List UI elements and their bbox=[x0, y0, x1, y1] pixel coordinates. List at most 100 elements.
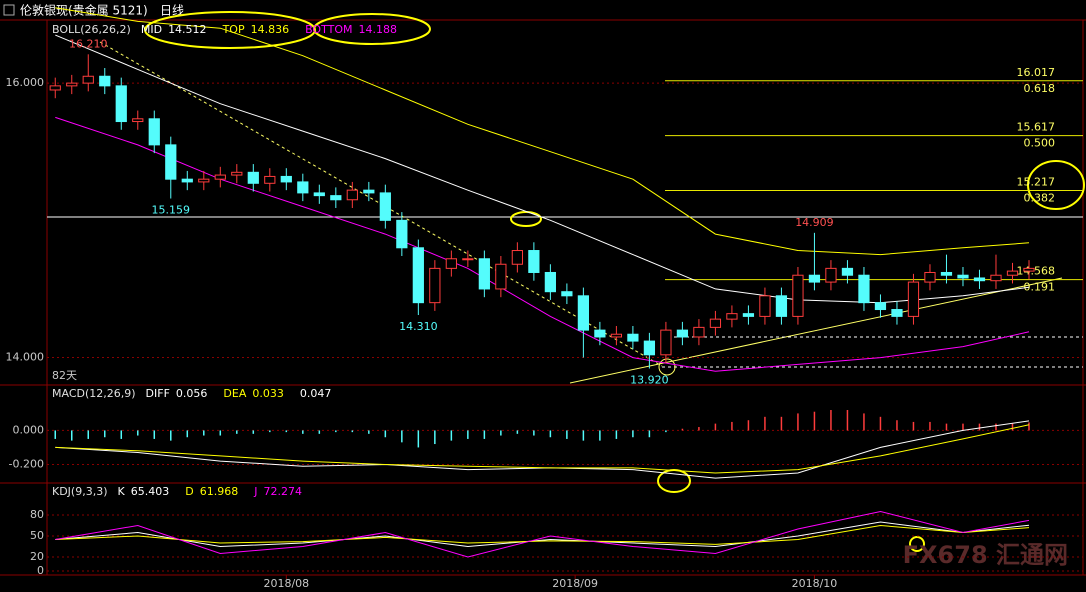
candle-body bbox=[148, 118, 160, 146]
icon[interactable] bbox=[3, 4, 15, 16]
indicator-title: KDJ(9,3,3) bbox=[52, 485, 108, 498]
candle-body bbox=[297, 181, 309, 194]
candle-body bbox=[561, 291, 573, 297]
y-tick-label: 14.000 bbox=[6, 351, 45, 364]
legend-name: BOTTOM bbox=[305, 23, 352, 36]
y-tick-label: 0 bbox=[37, 564, 44, 577]
indicator-line bbox=[55, 424, 1030, 474]
indicator-title: BOLL(26,26,2) bbox=[52, 23, 131, 36]
price-annotation: 15.159 bbox=[152, 204, 191, 217]
legend-value: 61.968 bbox=[200, 485, 239, 498]
level-price: 16.017 bbox=[1017, 66, 1056, 79]
candle-body bbox=[198, 178, 210, 183]
candle-body bbox=[66, 82, 78, 87]
candle-body bbox=[940, 271, 953, 276]
highlight-circle bbox=[909, 536, 925, 552]
candle-body bbox=[742, 313, 755, 317]
legend-name: DIFF bbox=[146, 387, 170, 400]
symbol-title: 伦敦银现(贵金属 5121) bbox=[20, 3, 148, 18]
candle-body bbox=[495, 263, 507, 290]
y-tick-label: 0.000 bbox=[13, 423, 45, 436]
candle-body bbox=[462, 258, 474, 261]
candle-body bbox=[627, 333, 639, 342]
candle-body bbox=[429, 267, 441, 304]
level-ratio: 0.382 bbox=[1024, 192, 1056, 205]
level-ratio: 0.191 bbox=[1024, 281, 1056, 294]
marker-circle bbox=[658, 358, 676, 376]
candle-body bbox=[957, 274, 969, 279]
candle-body bbox=[594, 329, 606, 338]
legend-value: 0.056 bbox=[176, 387, 208, 400]
trend-line bbox=[569, 277, 1063, 384]
highlight-ellipse bbox=[313, 13, 431, 45]
candle-body bbox=[412, 247, 424, 304]
watermark: FX678 汇通网 bbox=[903, 541, 1068, 569]
candle-body bbox=[907, 281, 920, 317]
period[interactable]: 日线 bbox=[160, 4, 184, 18]
highlight-ellipse bbox=[1027, 160, 1085, 210]
candle-body bbox=[132, 118, 144, 123]
indicator-title: MACD(12,26,9) bbox=[52, 387, 136, 400]
legend-name: D bbox=[185, 485, 193, 498]
candle-body bbox=[82, 75, 94, 84]
indicator-line bbox=[55, 524, 1030, 545]
candle-body bbox=[577, 295, 589, 331]
price-annotation: 13.920 bbox=[630, 374, 669, 387]
candle-body bbox=[973, 277, 986, 282]
candle-body bbox=[759, 295, 771, 317]
y-tick-label: 20 bbox=[30, 550, 44, 563]
note: 82天 bbox=[52, 369, 77, 382]
candle-body bbox=[115, 85, 127, 123]
candle-body bbox=[165, 144, 177, 180]
level-price: 15.617 bbox=[1017, 121, 1056, 134]
candle-body bbox=[528, 250, 540, 273]
candle-body bbox=[1006, 270, 1019, 276]
y-tick-label: 16.000 bbox=[6, 76, 45, 89]
x-tick-label: 2018/09 bbox=[552, 577, 598, 590]
candle-body bbox=[346, 189, 358, 201]
candle-body bbox=[363, 189, 375, 194]
candle-body bbox=[660, 329, 672, 356]
legend-name: J bbox=[253, 485, 257, 498]
candle-body bbox=[643, 340, 656, 356]
candle-body bbox=[610, 333, 623, 338]
level-price: 15.217 bbox=[1017, 176, 1056, 189]
candle-body bbox=[445, 258, 457, 269]
candle-body bbox=[808, 274, 821, 283]
candle-body bbox=[544, 271, 556, 293]
candle-body bbox=[825, 267, 837, 283]
y-tick-label: 80 bbox=[30, 508, 44, 521]
candle-body bbox=[924, 271, 936, 283]
legend-name: MID bbox=[141, 23, 162, 36]
candle-body bbox=[841, 267, 854, 276]
x-tick-label: 2018/10 bbox=[792, 577, 838, 590]
candle-body bbox=[792, 274, 804, 317]
candle-body bbox=[874, 302, 887, 311]
legend-name: K bbox=[118, 485, 126, 498]
candle-body bbox=[313, 192, 325, 197]
price-annotation: 16.210 bbox=[69, 37, 108, 50]
legend-value: 14.836 bbox=[251, 23, 290, 36]
candle-body bbox=[676, 329, 689, 338]
candle-body bbox=[264, 175, 276, 184]
candle-body bbox=[181, 178, 193, 183]
highlight-ellipse bbox=[510, 211, 542, 227]
indicator-line bbox=[55, 7, 1030, 256]
level-ratio: 0.500 bbox=[1024, 137, 1056, 150]
legend-value: 0.047 bbox=[300, 387, 332, 400]
y-tick-label: 50 bbox=[30, 529, 44, 542]
legend-value: 0.033 bbox=[252, 387, 284, 400]
price-annotation: 14.909 bbox=[795, 216, 834, 229]
candle-body bbox=[231, 171, 243, 176]
candle-body bbox=[396, 219, 408, 249]
candle-body bbox=[511, 250, 523, 265]
candle-body bbox=[1023, 267, 1035, 272]
candle-body bbox=[49, 85, 61, 91]
legend-value: 65.403 bbox=[131, 485, 170, 498]
level-price: 14.568 bbox=[1017, 265, 1056, 278]
indicator-line bbox=[55, 510, 1030, 558]
price-annotation: 14.310 bbox=[399, 320, 438, 333]
legend-value: 14.512 bbox=[168, 23, 207, 36]
